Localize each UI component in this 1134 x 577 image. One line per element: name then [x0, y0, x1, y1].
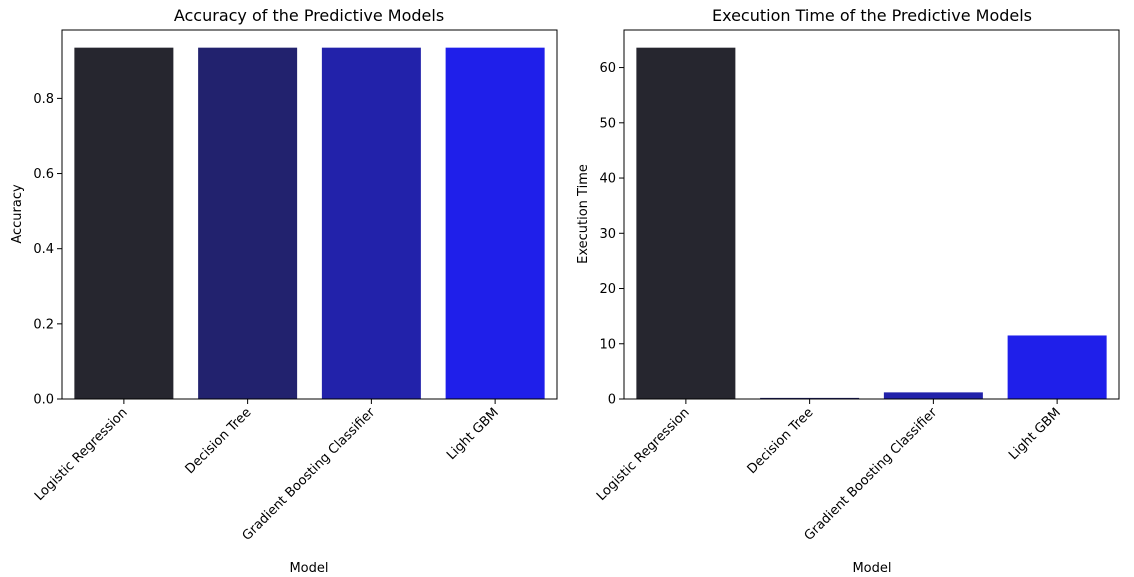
y-tick-label: 0.4 — [33, 242, 54, 257]
bar-light-gbm — [445, 47, 545, 400]
bar-decision-tree — [760, 397, 860, 399]
execution-time-chart: Execution Time of the Predictive Models … — [576, 6, 1120, 576]
plot-frame — [623, 29, 1120, 400]
x-tick-label: Logistic Regression — [594, 405, 693, 504]
y-tick-label: 0.8 — [33, 92, 54, 107]
accuracy-chart: Accuracy of the Predictive Models 0.0 0.2… — [10, 6, 558, 576]
y-tick-label: 40 — [599, 172, 616, 187]
x-tick-label: Gradient Boosting Classifier — [802, 405, 941, 544]
x-tick-label: Light GBM — [444, 405, 502, 463]
bar-decision-tree — [198, 47, 298, 400]
y-tick-label: 0.0 — [33, 393, 54, 408]
bar-gradient-boosting-classifier — [883, 392, 983, 399]
x-axis-label: Model — [289, 561, 328, 576]
y-tick-label: 10 — [599, 337, 616, 352]
x-tick-label: Decision Tree — [183, 405, 255, 477]
y-axis-label: Execution Time — [576, 164, 591, 264]
x-tick-label: Gradient Boosting Classifier — [240, 405, 379, 544]
y-tick-label: 20 — [599, 282, 616, 297]
bar-logistic-regression — [74, 47, 174, 400]
chart-title: Accuracy of the Predictive Models — [174, 6, 444, 25]
y-tick-label: 60 — [599, 61, 616, 76]
x-tick-label: Decision Tree — [745, 405, 817, 477]
chart-title: Execution Time of the Predictive Models — [712, 6, 1032, 25]
y-tick-label: 0.2 — [33, 317, 54, 332]
y-tick-label: 0.6 — [33, 167, 54, 182]
x-tick-label: Light GBM — [1006, 405, 1064, 463]
x-axis-label: Model — [852, 561, 891, 576]
x-tick-label: Logistic Regression — [32, 405, 131, 504]
y-tick-label: 30 — [599, 227, 616, 242]
y-tick-label: 50 — [599, 116, 616, 131]
bar-logistic-regression — [636, 47, 736, 400]
bar-light-gbm — [1007, 335, 1107, 399]
bar-gradient-boosting-classifier — [321, 47, 421, 400]
y-tick-label: 0 — [608, 393, 616, 408]
y-axis-label: Accuracy — [10, 184, 25, 244]
plot-frame — [61, 29, 558, 400]
